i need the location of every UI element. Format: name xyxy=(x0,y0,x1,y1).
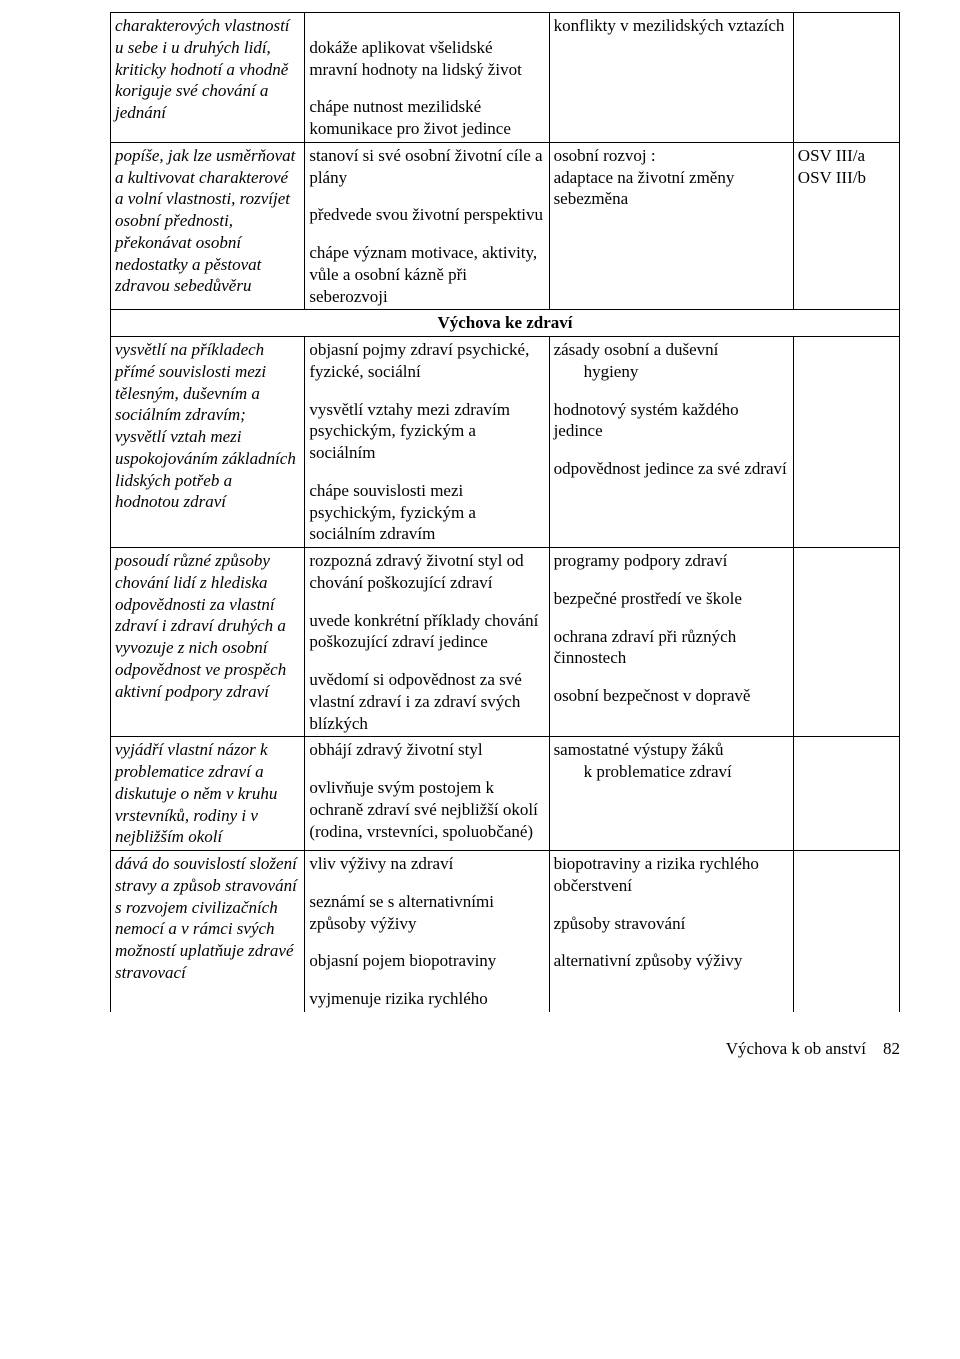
text: vyjádří vlastní názor k problematice zdr… xyxy=(115,739,300,848)
text: rozpozná zdravý životní styl od chování … xyxy=(309,550,544,594)
text: biopotraviny a rizika rychlého občerstve… xyxy=(554,853,789,897)
text: uvědomí si odpovědnost za své vlastní zd… xyxy=(309,669,544,734)
cell-col1: posoudí různé způsoby chování lidí z hle… xyxy=(111,548,305,737)
text: alternativní způsoby výživy xyxy=(554,950,789,972)
text: uvede konkrétní příklady chování poškozu… xyxy=(309,610,544,654)
text: ochrana zdraví při různých činnostech xyxy=(554,626,789,670)
cell-col4 xyxy=(793,337,899,548)
text: osobní rozvoj : xyxy=(554,145,789,167)
cell-col4 xyxy=(793,13,899,143)
text: OSV III/b xyxy=(798,167,895,189)
text: obhájí zdravý životní styl xyxy=(309,739,544,761)
section-heading: Výchova ke zdraví xyxy=(111,310,900,337)
footer-text: Výchova k ob anství xyxy=(726,1039,866,1058)
text: stanoví si své osobní životní cíle a plá… xyxy=(309,145,544,189)
text: popíše, jak lze usměrňovat a kultivovat … xyxy=(115,145,300,297)
cell-col2: objasní pojmy zdraví psychické, fyzické,… xyxy=(305,337,549,548)
text: dává do souvislostí složení stravy a způ… xyxy=(115,853,300,984)
text: chápe význam motivace, aktivity, vůle a … xyxy=(309,242,544,307)
text: způsoby stravování xyxy=(554,913,789,935)
cell-col1: charakterových vlastností u sebe i u dru… xyxy=(111,13,305,143)
cell-col1: vysvětlí na příkladech přímé souvislosti… xyxy=(111,337,305,548)
text: charakterových vlastností u sebe i u dru… xyxy=(115,15,300,124)
cell-col2: dokáže aplikovat všelidské mravní hodnot… xyxy=(305,13,549,143)
text: konflikty v mezilidských vztazích xyxy=(554,15,789,37)
text: posoudí různé způsoby chování lidí z hle… xyxy=(115,550,300,702)
cell-col4: OSV III/a OSV III/b xyxy=(793,142,899,310)
text: objasní pojmy zdraví psychické, fyzické,… xyxy=(309,339,544,383)
text: osobní bezpečnost v dopravě xyxy=(554,685,789,707)
text: OSV III/a xyxy=(798,145,895,167)
text: objasní pojem biopotraviny xyxy=(309,950,544,972)
text: předvede svou životní perspektivu xyxy=(309,204,544,226)
text: hodnotový systém každého jedince xyxy=(554,399,789,443)
text: vliv výživy na zdraví xyxy=(309,853,544,875)
text: adaptace na životní změny xyxy=(554,167,789,189)
text: programy podpory zdraví xyxy=(554,550,789,572)
curriculum-table: charakterových vlastností u sebe i u dru… xyxy=(110,12,900,1012)
table-row: popíše, jak lze usměrňovat a kultivovat … xyxy=(111,142,900,310)
cell-col4 xyxy=(793,548,899,737)
text: vyjmenuje rizika rychlého xyxy=(309,988,544,1010)
cell-col4 xyxy=(793,737,899,851)
cell-col2: vliv výživy na zdraví seznámí se s alter… xyxy=(305,851,549,1012)
table-row: charakterových vlastností u sebe i u dru… xyxy=(111,13,900,143)
text: k problematice zdraví xyxy=(554,761,789,783)
cell-col3: konflikty v mezilidských vztazích xyxy=(549,13,793,143)
text: vysvětlí vztahy mezi zdravím psychickým,… xyxy=(309,399,544,464)
text: ovlivňuje svým postojem k ochraně zdraví… xyxy=(309,777,544,842)
text: vysvětlí na příkladech přímé souvislosti… xyxy=(115,339,300,513)
cell-col4 xyxy=(793,851,899,1012)
page-number: 82 xyxy=(883,1039,900,1058)
cell-col3: samostatné výstupy žáků k problematice z… xyxy=(549,737,793,851)
page-footer: Výchova k ob anství 82 xyxy=(110,1038,900,1060)
cell-col1: dává do souvislostí složení stravy a způ… xyxy=(111,851,305,1012)
text: sebezměna xyxy=(554,188,789,210)
section-heading-row: Výchova ke zdraví xyxy=(111,310,900,337)
cell-col2: obhájí zdravý životní styl ovlivňuje svý… xyxy=(305,737,549,851)
cell-col3: zásady osobní a duševní hygieny hodnotov… xyxy=(549,337,793,548)
text: samostatné výstupy žáků xyxy=(554,739,789,761)
table-row: vyjádří vlastní názor k problematice zdr… xyxy=(111,737,900,851)
cell-col3: programy podpory zdraví bezpečné prostře… xyxy=(549,548,793,737)
cell-col3: osobní rozvoj : adaptace na životní změn… xyxy=(549,142,793,310)
cell-col2: rozpozná zdravý životní styl od chování … xyxy=(305,548,549,737)
text: seznámí se s alternativními způsoby výži… xyxy=(309,891,544,935)
cell-col1: vyjádří vlastní názor k problematice zdr… xyxy=(111,737,305,851)
text: chápe nutnost mezilidské komunikace pro … xyxy=(309,96,544,140)
text: dokáže aplikovat všelidské mravní hodnot… xyxy=(309,37,544,81)
page: charakterových vlastností u sebe i u dru… xyxy=(0,0,960,1090)
text: zásady osobní a duševní xyxy=(554,339,789,361)
cell-col3: biopotraviny a rizika rychlého občerstve… xyxy=(549,851,793,1012)
table-row: dává do souvislostí složení stravy a způ… xyxy=(111,851,900,1012)
text: chápe souvislosti mezi psychickým, fyzic… xyxy=(309,480,544,545)
table-row: vysvětlí na příkladech přímé souvislosti… xyxy=(111,337,900,548)
text: hygieny xyxy=(554,361,789,383)
table-row: posoudí různé způsoby chování lidí z hle… xyxy=(111,548,900,737)
text: bezpečné prostředí ve škole xyxy=(554,588,789,610)
text: odpovědnost jedince za své zdraví xyxy=(554,458,789,480)
cell-col1: popíše, jak lze usměrňovat a kultivovat … xyxy=(111,142,305,310)
cell-col2: stanoví si své osobní životní cíle a plá… xyxy=(305,142,549,310)
